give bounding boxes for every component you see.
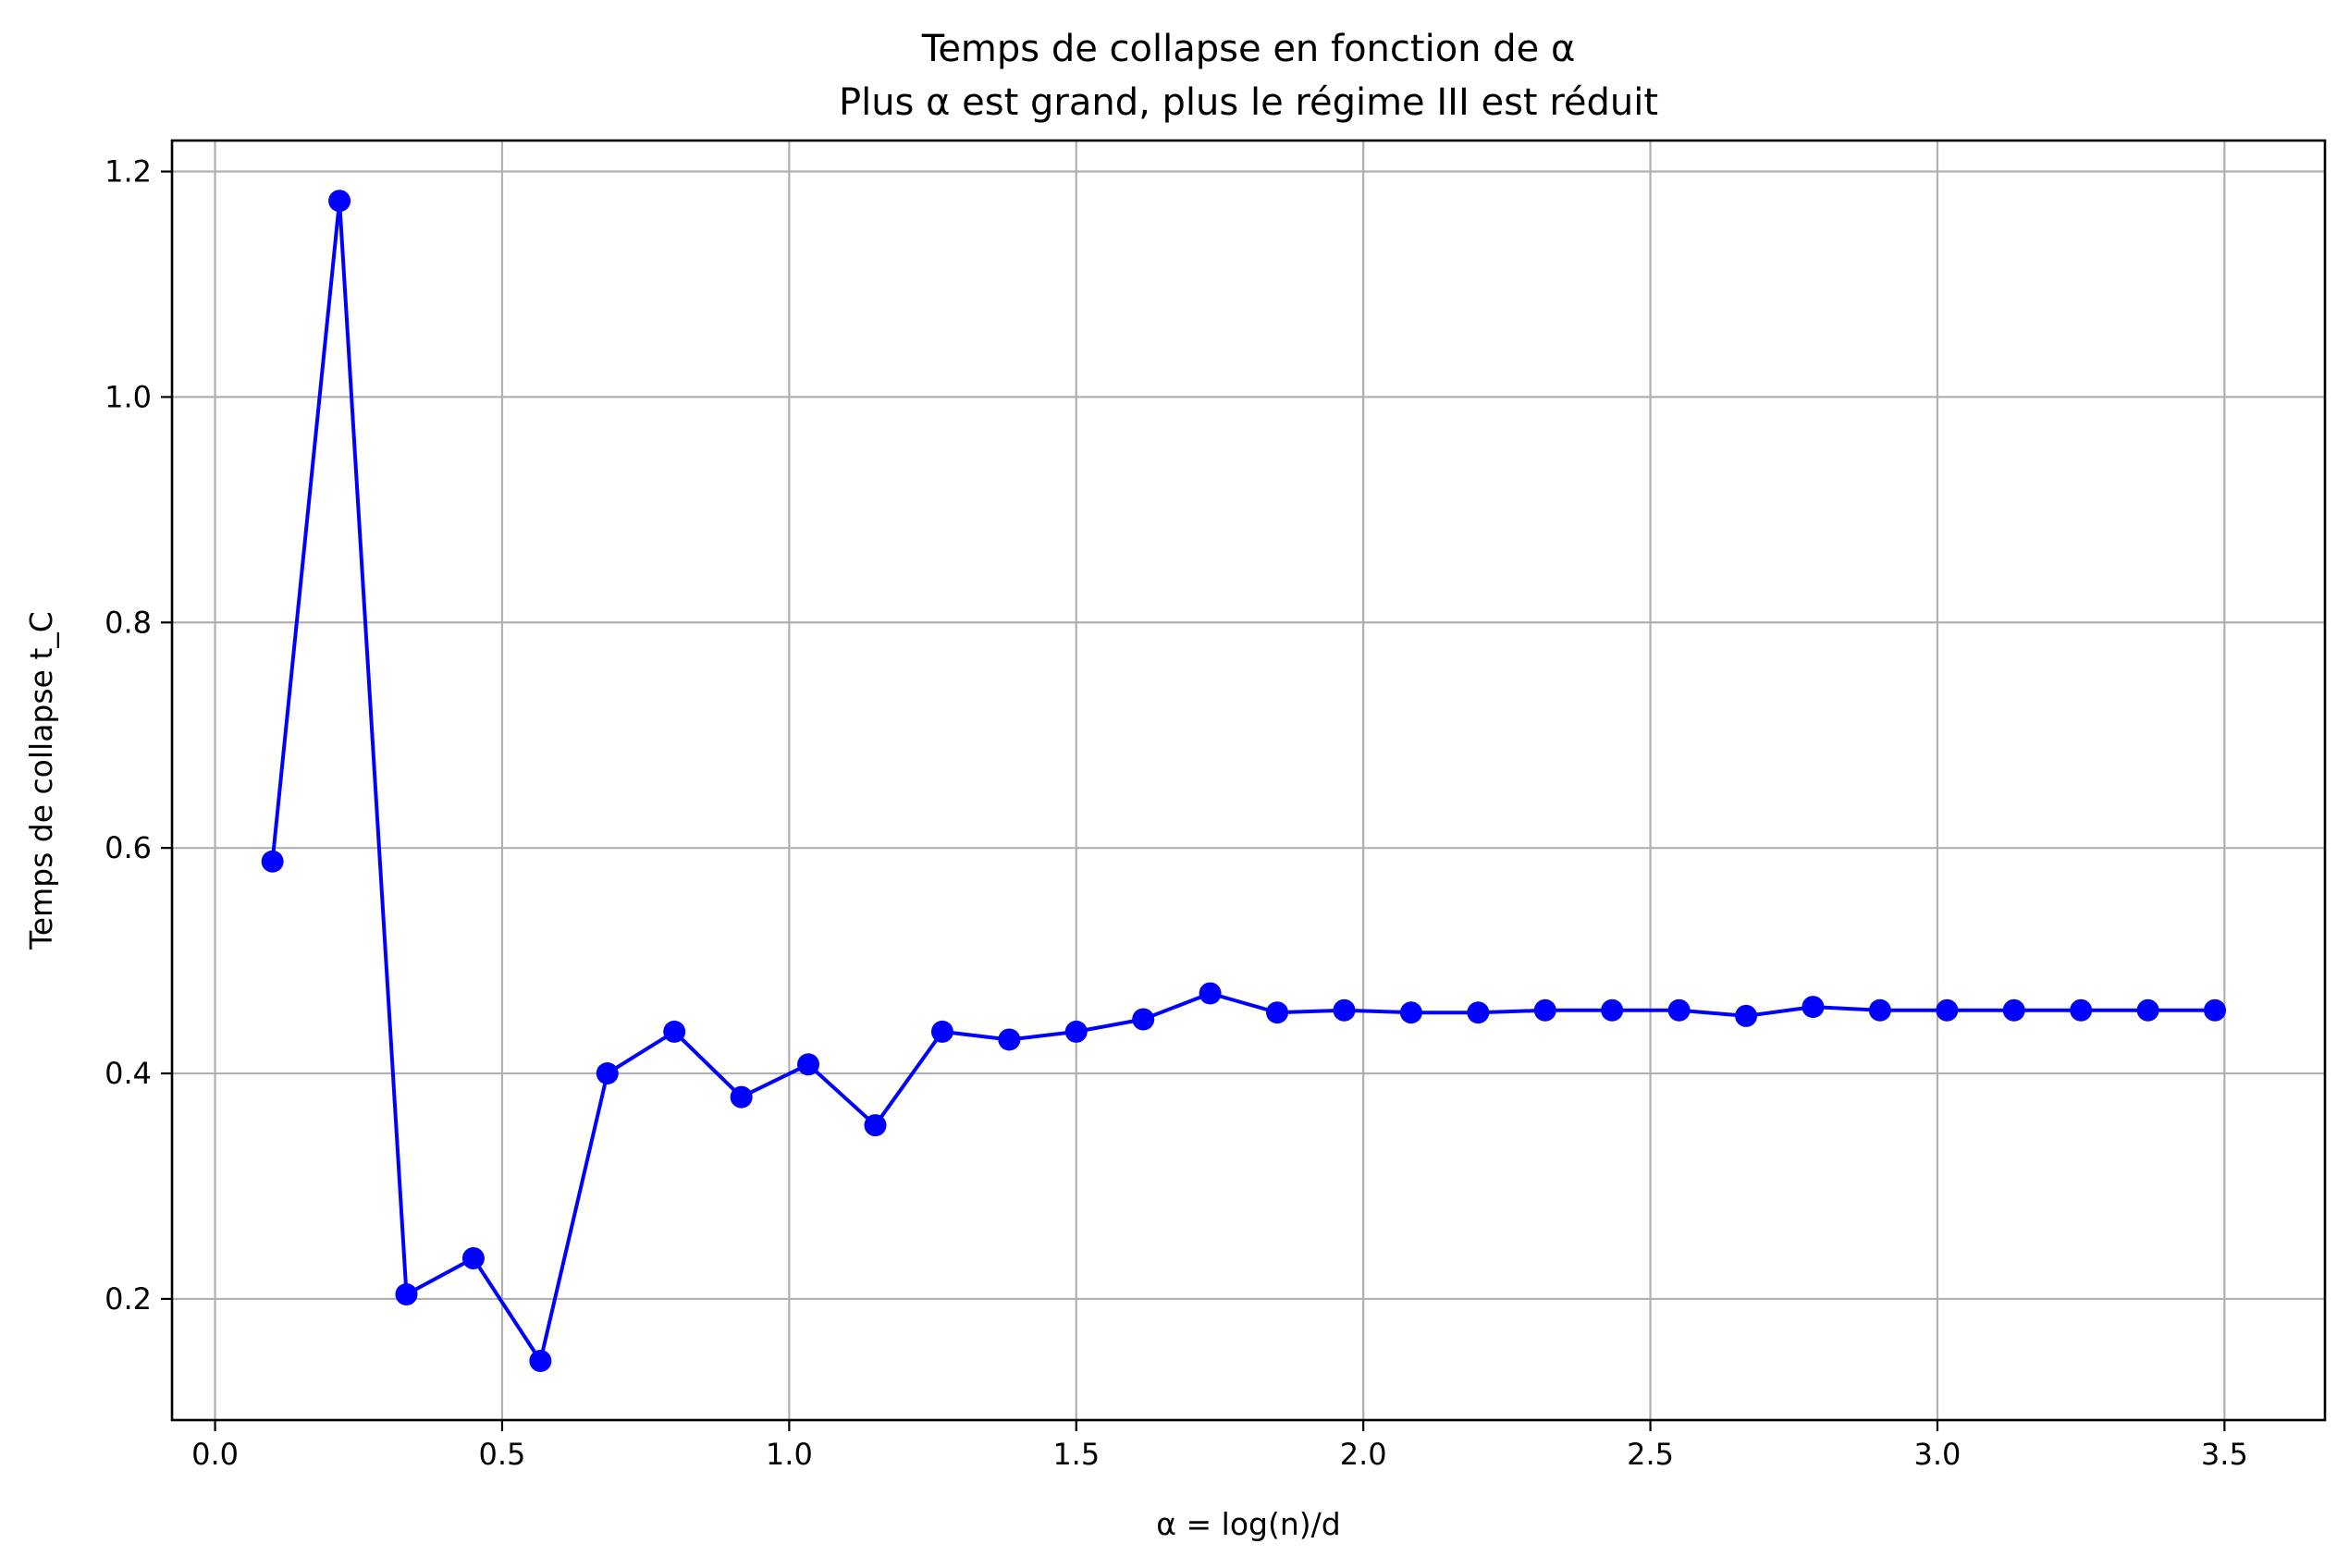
data-point bbox=[1667, 998, 1691, 1022]
data-point bbox=[864, 1114, 887, 1137]
y-tick-label: 0.4 bbox=[105, 1056, 152, 1091]
series-layer bbox=[261, 190, 2226, 1372]
data-point bbox=[1467, 1001, 1490, 1024]
y-axis-label: Temps de collapse t_C bbox=[23, 611, 59, 950]
data-point bbox=[1399, 1001, 1422, 1024]
data-point bbox=[395, 1283, 418, 1306]
chart-title: Temps de collapse en fonction de α bbox=[921, 28, 1576, 70]
data-point bbox=[730, 1085, 753, 1109]
data-point bbox=[1802, 996, 1825, 1019]
data-point bbox=[663, 1020, 686, 1043]
data-point bbox=[1333, 998, 1356, 1022]
x-tick-label: 0.5 bbox=[479, 1437, 526, 1472]
series-line bbox=[270, 199, 2215, 1363]
data-point bbox=[2203, 998, 2226, 1022]
plot-frame bbox=[170, 139, 2327, 1422]
data-point bbox=[1868, 998, 1891, 1022]
data-point bbox=[1064, 1020, 1088, 1043]
data-point bbox=[1533, 998, 1556, 1022]
data-point bbox=[529, 1349, 552, 1372]
data-point bbox=[2136, 998, 2159, 1022]
x-tick-label: 0.0 bbox=[191, 1437, 239, 1472]
data-point bbox=[261, 850, 284, 873]
x-tick-label: 3.0 bbox=[1914, 1437, 1962, 1472]
data-point bbox=[1132, 1008, 1155, 1031]
x-tick-label: 2.5 bbox=[1627, 1437, 1674, 1472]
y-tick-label: 0.2 bbox=[105, 1281, 152, 1317]
data-point bbox=[998, 1028, 1021, 1051]
data-point bbox=[1735, 1004, 1758, 1027]
data-point bbox=[461, 1247, 485, 1270]
grid bbox=[172, 141, 2325, 1420]
ticks: 0.0 0.5 1.0 1.5 2.0 2.5 3.0 3.5 0.2 0.4 0.6 0.8 1.0 1… bbox=[105, 154, 2248, 1472]
data-point bbox=[2002, 998, 2025, 1022]
x-tick-label: 1.5 bbox=[1052, 1437, 1100, 1472]
y-tick-label: 0.6 bbox=[105, 830, 152, 865]
data-point bbox=[2070, 998, 2093, 1022]
x-tick-label: 3.5 bbox=[2201, 1437, 2248, 1472]
data-point bbox=[1936, 998, 1959, 1022]
data-point bbox=[1601, 998, 1624, 1022]
data-point bbox=[1266, 1001, 1289, 1024]
y-tick-label: 0.8 bbox=[105, 605, 152, 640]
data-point bbox=[930, 1020, 953, 1043]
y-tick-label: 1.2 bbox=[105, 154, 152, 190]
data-point bbox=[797, 1053, 820, 1076]
x-tick-label: 1.0 bbox=[766, 1437, 813, 1472]
y-tick-label: 1.0 bbox=[105, 379, 152, 414]
data-point bbox=[328, 190, 351, 213]
x-axis-label: α = log(n)/d bbox=[1156, 1506, 1340, 1542]
chart-subtitle: Plus α est grand, plus le régime III est… bbox=[839, 81, 1658, 124]
x-tick-label: 2.0 bbox=[1340, 1437, 1387, 1472]
data-point bbox=[596, 1062, 619, 1085]
data-point bbox=[1199, 982, 1222, 1005]
